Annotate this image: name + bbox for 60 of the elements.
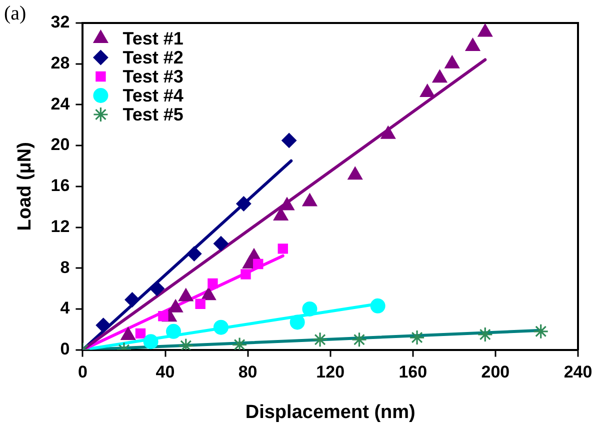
- text: (a): [4, 2, 26, 24]
- point: [166, 324, 182, 339]
- x-tick-label: 240: [564, 362, 592, 382]
- point: [533, 324, 549, 340]
- point: [232, 336, 248, 350]
- point: [465, 38, 480, 51]
- point: [312, 332, 328, 348]
- point: [213, 236, 228, 252]
- point: [158, 311, 168, 322]
- x-tick-label: 80: [238, 362, 258, 382]
- point: [302, 193, 318, 206]
- point: [282, 132, 297, 148]
- x-tick-label: 160: [398, 362, 428, 382]
- point: [477, 326, 493, 342]
- point: [420, 84, 435, 97]
- point: [478, 24, 493, 37]
- legend-label: Test #1: [122, 28, 184, 48]
- y-tick-label: 16: [50, 176, 70, 196]
- point: [96, 318, 111, 333]
- point: [253, 258, 264, 270]
- legend-label: Test #4: [122, 85, 184, 106]
- y-axis-title: Load (μN): [14, 142, 36, 231]
- point: [348, 166, 363, 180]
- point: [280, 197, 294, 210]
- x-tick-label: 40: [156, 362, 175, 382]
- point: [444, 55, 460, 68]
- point: [236, 196, 252, 212]
- y-tick-label: 24: [50, 94, 70, 114]
- point: [432, 70, 448, 83]
- point: [240, 269, 251, 280]
- point: [135, 328, 146, 339]
- point: [124, 292, 140, 308]
- y-tick-label: 32: [50, 12, 70, 32]
- x-axis-title: Displacement (nm): [245, 402, 416, 423]
- point: [273, 208, 288, 221]
- point: [351, 332, 368, 348]
- y-tick-label: 28: [50, 54, 70, 73]
- point: [380, 126, 396, 139]
- legend-label: Test #3: [122, 66, 184, 86]
- legend-label: Test #2: [122, 47, 184, 68]
- y-tick-label: 0: [60, 339, 70, 358]
- y-tick-label: 4: [60, 298, 70, 318]
- point: [195, 298, 206, 309]
- point: [290, 314, 305, 330]
- point: [213, 320, 228, 335]
- point: [150, 281, 165, 296]
- x-tick-label: 0: [78, 362, 88, 382]
- y-tick-label: 8: [60, 258, 70, 277]
- point: [186, 246, 202, 262]
- y-tick-label: 12: [50, 216, 70, 236]
- point: [409, 330, 425, 346]
- point: [302, 301, 318, 316]
- y-tick-label: 20: [50, 135, 70, 154]
- x-tick-label: 200: [481, 362, 510, 382]
- point: [278, 244, 288, 254]
- legend-label: Test #5: [122, 104, 184, 124]
- point: [143, 334, 158, 350]
- point: [370, 298, 386, 314]
- point: [208, 278, 218, 289]
- x-tick-label: 120: [316, 362, 345, 382]
